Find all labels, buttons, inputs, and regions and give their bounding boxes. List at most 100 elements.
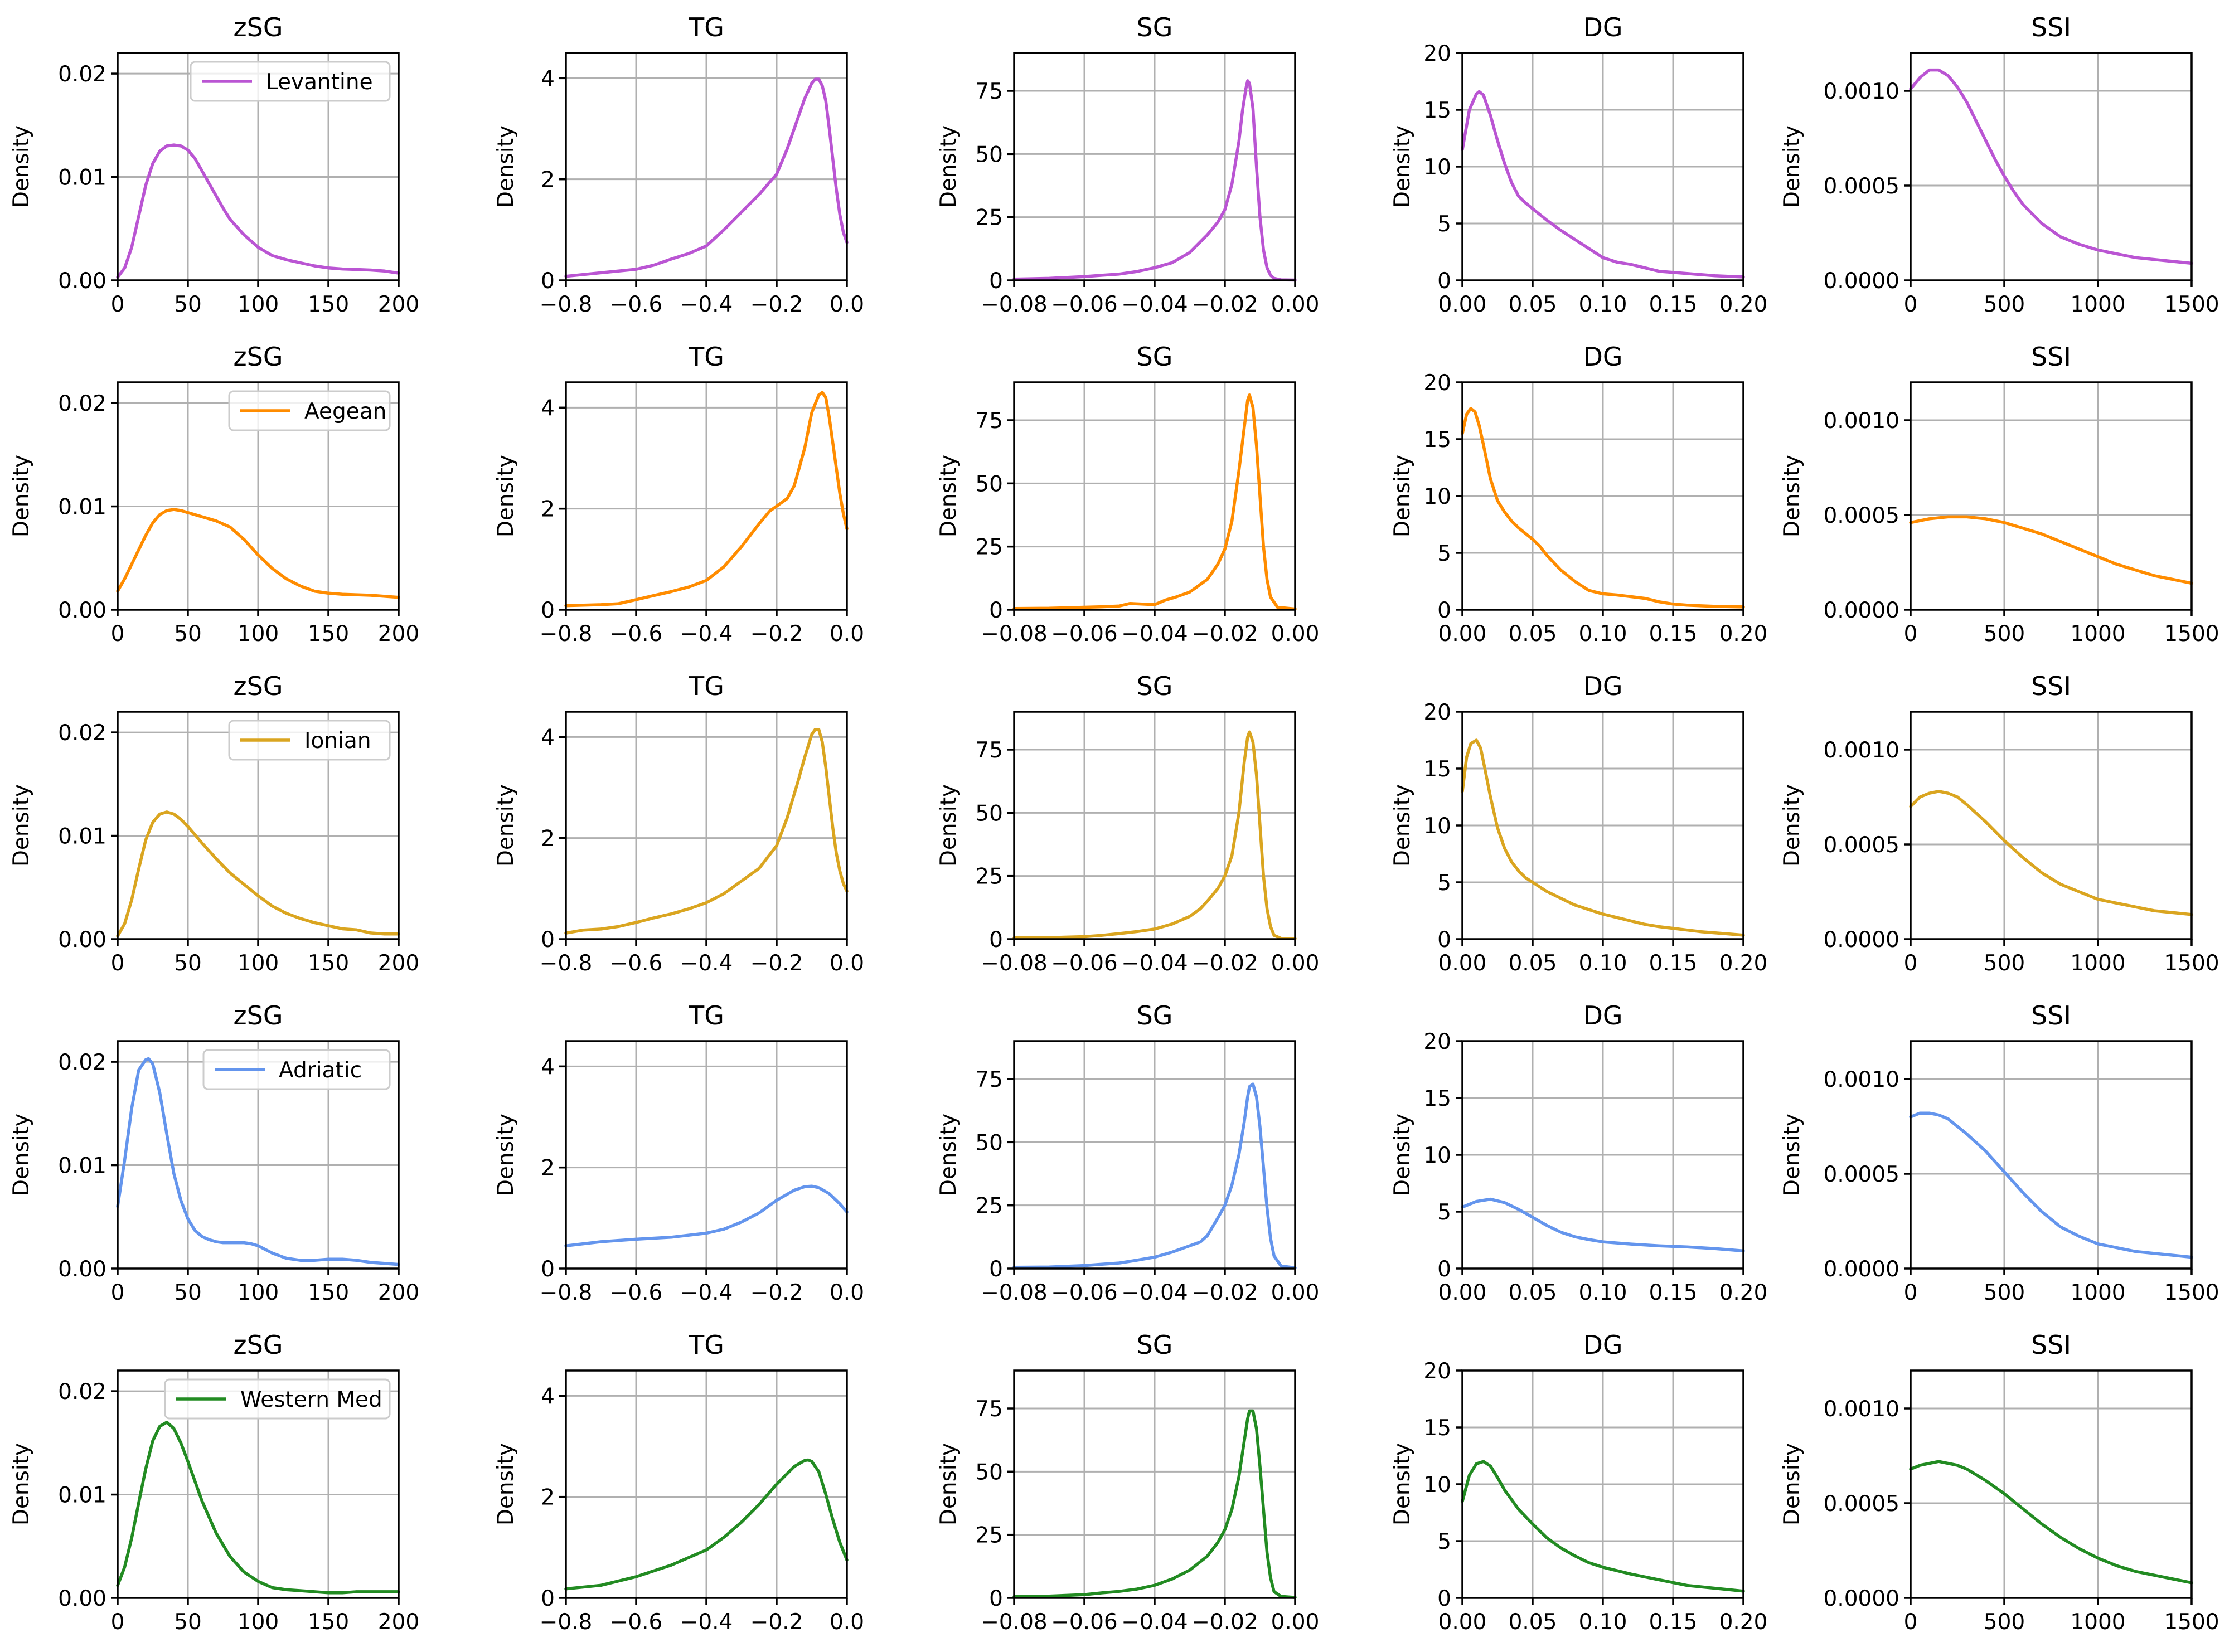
legend-frame	[228, 720, 391, 761]
panel-adriatic-zsg: zSG 0 50 100 150 200 0.00 0.01 0.02 Density Adriat…	[9, 1000, 419, 1305]
x-tick-label: 0	[1904, 1280, 1918, 1305]
x-tick-label: −0.4	[680, 621, 733, 647]
x-tick-label: −0.02	[1191, 1610, 1258, 1635]
y-axis-label: Density	[936, 1443, 961, 1525]
y-axis-label: Density	[9, 784, 34, 867]
panel-title: TG	[688, 12, 724, 42]
y-axis-label: Density	[936, 1114, 961, 1196]
y-tick-label: 0.02	[58, 721, 106, 746]
y-tick-label: 0.0010	[1824, 79, 1899, 104]
kde-curve-sg	[1012, 1082, 1297, 1270]
y-tick-label: 0.0000	[1824, 927, 1899, 953]
kde-curve-zsg	[116, 810, 400, 938]
y-tick-label: 0	[541, 269, 555, 294]
y-tick-label: 2	[541, 497, 555, 522]
y-tick-label: 0.0010	[1824, 1397, 1899, 1422]
panel-aegean-tg: TG −0.8 −0.6 −0.4 −0.2 0.0 0 2 4 Density	[493, 342, 864, 647]
y-tick-label: 0.02	[58, 391, 106, 416]
x-tick-label: 50	[174, 951, 202, 976]
x-tick-label: −0.04	[1121, 292, 1188, 317]
y-tick-label: 50	[975, 801, 1003, 826]
y-tick-label: 5	[1437, 1529, 1451, 1554]
legend: Aegean	[228, 390, 391, 431]
x-tick-label: 0.10	[1579, 1280, 1627, 1305]
x-tick-label: 500	[1984, 621, 2025, 647]
y-tick-label: 4	[541, 66, 555, 91]
x-tick-label: 1500	[2164, 292, 2219, 317]
panel-aegean-ssi: SSI 0 500 1000 1500 0.0000 0.0005 0.0010 Density	[1780, 342, 2219, 647]
y-tick-label: 0.00	[58, 598, 106, 623]
y-tick-label: 25	[975, 864, 1003, 890]
y-tick-label: 0	[1437, 1257, 1451, 1282]
y-tick-label: 50	[975, 472, 1003, 497]
y-axis-label: Density	[9, 1114, 34, 1196]
panel-western-med-ssi: SSI 0 500 1000 1500 0.0000 0.0005 0.0010 Density	[1780, 1330, 2219, 1635]
x-tick-label: 0.00	[1438, 292, 1487, 317]
x-tick-label: 0	[1904, 1610, 1918, 1635]
y-tick-label: 10	[1423, 1143, 1451, 1168]
y-tick-label: 15	[1423, 98, 1451, 123]
panel-ionian-tg: TG −0.8 −0.6 −0.4 −0.2 0.0 0 2 4 Density	[493, 671, 864, 976]
kde-curve-sg	[1012, 1409, 1297, 1599]
x-tick-label: −0.8	[540, 951, 593, 976]
x-tick-label: −0.06	[1051, 1280, 1118, 1305]
legend-label: Levantine	[266, 70, 373, 95]
y-tick-label: 0.0005	[1824, 833, 1899, 858]
x-tick-label: 1000	[2070, 1610, 2125, 1635]
x-tick-label: −0.2	[750, 621, 803, 647]
y-tick-label: 0	[541, 1586, 555, 1611]
y-axis-label: Density	[9, 125, 34, 208]
kde-curve-zsg	[116, 143, 400, 279]
x-tick-label: 0.00	[1271, 621, 1320, 647]
x-tick-label: −0.8	[540, 621, 593, 647]
panel-title: SSI	[2031, 12, 2071, 42]
y-tick-label: 0.01	[58, 824, 106, 849]
y-axis-label: Density	[1390, 125, 1415, 208]
y-axis-label: Density	[9, 1443, 34, 1525]
legend-frame	[202, 1049, 391, 1090]
x-tick-label: 0.10	[1579, 1610, 1627, 1635]
x-tick-label: −0.2	[750, 1610, 803, 1635]
y-tick-label: 20	[1423, 41, 1451, 66]
kde-curve-zsg	[116, 508, 400, 599]
x-tick-label: 0.00	[1438, 1610, 1487, 1635]
y-tick-label: 50	[975, 1130, 1003, 1155]
x-tick-label: 0	[1904, 292, 1918, 317]
x-tick-label: 100	[238, 621, 279, 647]
y-tick-label: 0.01	[58, 1483, 106, 1508]
panel-levantine-sg: SG −0.08 −0.06 −0.04 −0.02 0.00 0 25 50 75 Density	[936, 12, 1319, 317]
y-tick-label: 15	[1423, 427, 1451, 453]
y-tick-label: 25	[975, 1194, 1003, 1219]
panel-title: DG	[1583, 1330, 1622, 1360]
x-tick-label: −0.06	[1051, 292, 1118, 317]
panel-western-med-sg: SG −0.08 −0.06 −0.04 −0.02 0.00 0 25 50 75 Density	[936, 1330, 1319, 1635]
panel-title: SG	[1137, 1000, 1173, 1031]
panel-aegean-dg: DG 0.00 0.05 0.10 0.15 0.20 0 5 10 15 20 Density	[1390, 342, 1767, 647]
x-tick-label: 0	[111, 621, 125, 647]
panel-ionian-zsg: zSG 0 50 100 150 200 0.00 0.01 0.02 Density Ionian	[9, 671, 419, 976]
x-tick-label: −0.6	[610, 621, 663, 647]
x-tick-label: 150	[308, 1280, 349, 1305]
legend-frame	[228, 390, 391, 431]
legend: Adriatic	[202, 1049, 391, 1090]
x-tick-label: −0.6	[610, 951, 663, 976]
x-tick-label: 500	[1984, 1610, 2025, 1635]
x-tick-label: 150	[308, 621, 349, 647]
panel-title: zSG	[234, 12, 283, 42]
legend-label: Ionian	[304, 728, 371, 754]
x-tick-label: 0	[111, 292, 125, 317]
y-tick-label: 4	[541, 1384, 555, 1409]
panel-title: SG	[1137, 342, 1173, 372]
panel-adriatic-ssi: SSI 0 500 1000 1500 0.0000 0.0005 0.0010 Density	[1780, 1000, 2219, 1305]
y-tick-label: 15	[1423, 757, 1451, 782]
x-tick-label: 1500	[2164, 1280, 2219, 1305]
panel-levantine-tg: TG −0.8 −0.6 −0.4 −0.2 0.0 0 2 4 Density	[493, 12, 864, 317]
y-tick-label: 25	[975, 206, 1003, 231]
panel-western-med-tg: TG −0.8 −0.6 −0.4 −0.2 0.0 0 2 4 Density	[493, 1330, 864, 1635]
y-axis-label: Density	[493, 784, 518, 867]
axes-frame	[1910, 381, 2193, 611]
x-tick-label: 1500	[2164, 951, 2219, 976]
x-tick-label: 1000	[2070, 1280, 2125, 1305]
x-tick-label: 0.00	[1271, 1610, 1320, 1635]
kde-curve-tg	[564, 391, 849, 608]
